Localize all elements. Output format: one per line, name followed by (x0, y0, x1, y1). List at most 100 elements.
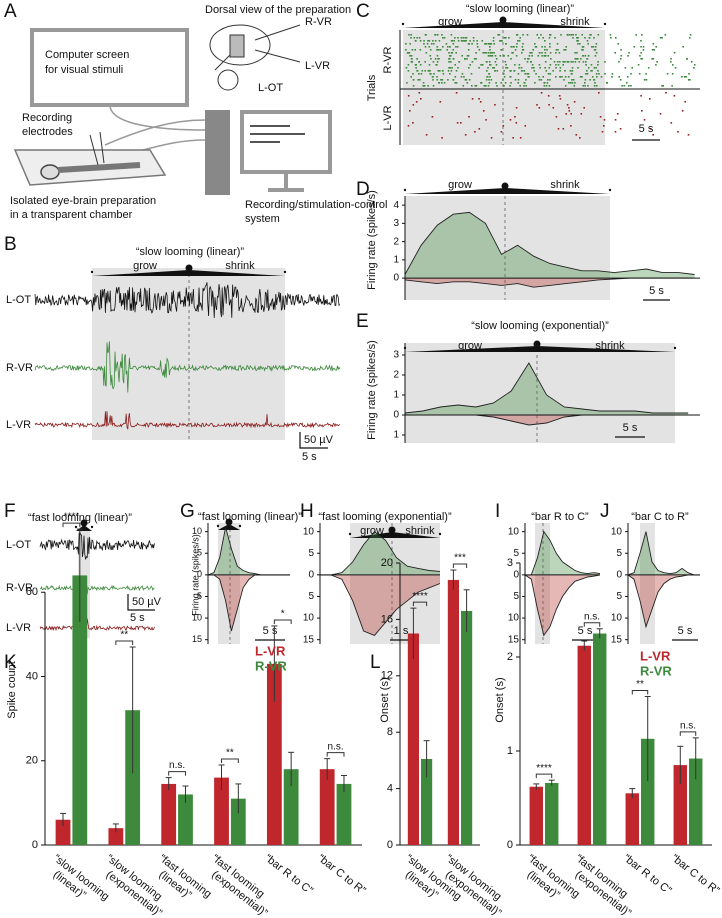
raster-dot (493, 67, 495, 69)
raster-dot (510, 58, 512, 60)
scale-label: 5 s (649, 285, 664, 297)
raster-dot (528, 55, 531, 57)
raster-dot (693, 64, 696, 66)
raster-dot (568, 107, 570, 109)
raster-dot (540, 92, 543, 94)
raster-dot (522, 34, 524, 36)
raster-dot (447, 79, 449, 81)
raster-dot (474, 131, 476, 133)
raster-dot (577, 58, 579, 60)
raster-dot (466, 55, 469, 57)
raster-dot (450, 34, 453, 36)
raster-dot (538, 52, 541, 54)
raster-dot (486, 76, 488, 78)
raster-dot (529, 52, 532, 54)
raster-dot (492, 40, 495, 42)
raster-dot (571, 82, 574, 84)
raster-dot (469, 40, 471, 42)
raster-dot (436, 76, 438, 78)
raster-dot (642, 46, 645, 48)
bar (108, 828, 124, 845)
raster-dot (450, 70, 453, 72)
raster-dot (455, 46, 457, 48)
panel-label: E (356, 311, 369, 332)
raster-dot (615, 37, 617, 39)
raster-dot (460, 40, 463, 42)
raster-dot (547, 79, 549, 81)
raster-dot (626, 82, 628, 84)
raster-dot (416, 58, 418, 60)
trace-label: L-VR (6, 419, 31, 431)
y-tick-label: 1 (393, 255, 399, 266)
y-tick-label: 15 (192, 634, 202, 644)
raster-dot (526, 61, 529, 63)
stimulus-dot (501, 182, 509, 190)
raster-dot (516, 34, 519, 36)
raster-dot (526, 73, 528, 75)
raster-dot (494, 70, 496, 72)
raster-dot (534, 82, 536, 84)
raster-dot (428, 46, 431, 48)
significance-bracket (452, 563, 468, 569)
raster-dot (510, 82, 512, 84)
legend-entry: R-VR (255, 658, 287, 673)
series-area (525, 531, 600, 575)
raster-dot (544, 46, 546, 48)
raster-dot (637, 64, 640, 66)
raster-dot (521, 46, 524, 48)
raster-dot (604, 73, 606, 75)
raster-dot (572, 37, 574, 39)
raster-dot (689, 34, 692, 36)
raster-dot (517, 40, 519, 42)
raster-dot (640, 46, 642, 48)
y-tick-label: 0 (393, 410, 399, 421)
raster-dot (589, 79, 591, 81)
raster-dot (512, 52, 514, 54)
raster-dot (455, 70, 458, 72)
raster-dot (541, 46, 543, 48)
raster-dot (519, 37, 521, 39)
raster-dot (555, 52, 557, 54)
raster-dot (628, 85, 630, 87)
raster-dot (528, 58, 530, 60)
y-tick-label: 0 (393, 273, 399, 284)
raster-dot (515, 122, 518, 124)
series-area (405, 363, 689, 415)
raster-dot (642, 49, 645, 51)
raster-dot (478, 49, 481, 51)
raster-dot (665, 92, 667, 94)
raster-dot (466, 82, 469, 84)
raster-dot (541, 55, 543, 57)
significance: **** (412, 591, 428, 602)
raster-dot (476, 40, 478, 42)
stimulus-wedge (92, 270, 285, 276)
raster-dot (515, 55, 518, 57)
raster-dot (621, 85, 623, 87)
stimulus-end (216, 524, 220, 528)
raster-dot (647, 67, 650, 69)
significance-bracket (412, 601, 428, 607)
raster-dot (503, 73, 505, 75)
raster-dot (524, 58, 526, 60)
raster-dot (630, 73, 632, 75)
raster-dot (611, 73, 614, 75)
significance: * (281, 609, 285, 620)
raster-dot (422, 82, 425, 84)
raster-dot (416, 70, 419, 72)
electrodes (89, 131, 105, 166)
raster-dot (432, 76, 434, 78)
stimulus-dot (499, 16, 507, 24)
series-area (320, 574, 440, 636)
raster-dot (594, 49, 597, 51)
raster-dot (672, 64, 674, 66)
raster-dot (619, 79, 622, 81)
raster-dot (581, 76, 583, 78)
raster-dot (643, 119, 646, 121)
raster-dot (489, 64, 492, 66)
raster-dot (563, 79, 565, 81)
raster-dot (544, 49, 546, 51)
raster-dot (603, 119, 606, 121)
raster-dot (441, 34, 443, 36)
raster-dot (487, 55, 490, 57)
